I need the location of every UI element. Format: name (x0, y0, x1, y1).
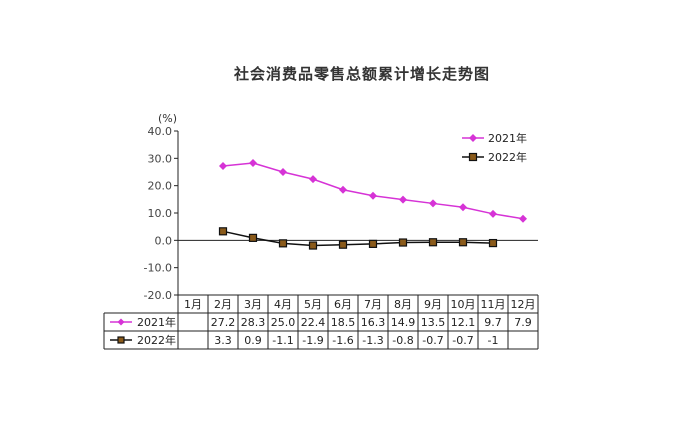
y-tick-label: 0.0 (155, 234, 173, 247)
data-point (249, 158, 257, 167)
x-tick-label: 10月 (451, 298, 476, 311)
data-point (369, 191, 377, 200)
axes: 40.0 30.0 20.0 10.0 0.0 -10.0 -20.0 (144, 125, 538, 302)
y-tick-label: -20.0 (144, 289, 172, 302)
series-line-1 (222, 162, 524, 220)
data-point (368, 239, 378, 248)
legend-marker (469, 134, 477, 142)
y-tick-label: 10.0 (148, 207, 173, 220)
data-label: -1 (488, 334, 499, 347)
data-point (488, 238, 498, 248)
data-label: 7.9 (514, 316, 532, 329)
data-label: -1.9 (302, 334, 323, 347)
data-label: 22.4 (301, 316, 326, 329)
data-point (308, 241, 318, 250)
data-label: 28.3 (241, 316, 266, 329)
table-series-key-marker (117, 318, 125, 326)
x-tick-label: 8月 (394, 298, 412, 311)
x-tick-label: 9月 (424, 298, 442, 311)
legend: 2021年 2022年 (462, 131, 527, 164)
chart-title: 社会消费品零售总额累计增长走势图 (233, 65, 490, 83)
data-point (399, 195, 407, 204)
x-tick-label: 1月 (184, 298, 202, 311)
table-series-key-marker (117, 336, 125, 344)
data-point (248, 233, 258, 242)
data-label: -0.7 (422, 334, 443, 347)
legend-label: 2022年 (488, 150, 527, 164)
data-label: 0.9 (244, 334, 262, 347)
y-axis-unit: (%) (158, 112, 177, 125)
x-tick-label: 12月 (511, 298, 536, 311)
x-tick-label: 5月 (304, 298, 322, 311)
data-point (398, 238, 408, 247)
data-label: -0.8 (392, 334, 413, 347)
y-tick-label: 20.0 (148, 180, 173, 193)
data-label: -1.1 (272, 334, 293, 347)
data-label: -0.7 (452, 334, 473, 347)
data-point (218, 227, 228, 236)
data-point (519, 214, 527, 223)
series-line-2 (222, 230, 494, 247)
y-tick-label: 40.0 (148, 125, 173, 138)
x-tick-label: 3月 (244, 298, 262, 311)
legend-label: 2021年 (488, 131, 527, 145)
data-label: -1.3 (362, 334, 383, 347)
legend-marker (468, 152, 478, 162)
x-tick-label: 7月 (364, 298, 382, 311)
data-point (459, 203, 467, 212)
y-tick-label: -10.0 (144, 262, 172, 275)
data-label: 9.7 (484, 316, 502, 329)
x-tick-label: 4月 (274, 298, 292, 311)
data-label: 25.0 (271, 316, 296, 329)
data-point (429, 199, 437, 208)
data-point (489, 209, 497, 218)
data-label: 12.1 (451, 316, 476, 329)
data-table: 1月 2月 3月 4月 5月 6月 7月 8月 9月 10月 11月 12月 (103, 294, 539, 350)
data-point (279, 168, 287, 176)
series-layer: 2021年 27.2 28.3 25.0 22.4 18.5 16.3 14.9 13.5 12.… (110, 158, 532, 347)
data-point (458, 238, 468, 247)
data-point (428, 238, 438, 247)
data-point (339, 185, 347, 194)
x-tick-label: 6月 (334, 298, 352, 311)
data-point (338, 240, 348, 249)
data-point (309, 175, 317, 184)
data-label: 18.5 (331, 316, 356, 329)
data-label: 14.9 (391, 316, 416, 329)
data-point (278, 239, 288, 248)
table-series-name: 2022年 (137, 333, 176, 347)
data-label: 16.3 (361, 316, 386, 329)
x-tick-label: 2月 (214, 298, 232, 311)
data-label: 27.2 (211, 316, 236, 329)
y-tick-label: 30.0 (148, 152, 173, 165)
data-label: -1.6 (332, 334, 353, 347)
data-label: 3.3 (214, 334, 232, 347)
x-tick-label: 11月 (481, 298, 506, 311)
data-label: 13.5 (421, 316, 446, 329)
data-point (219, 161, 227, 170)
table-series-name: 2021年 (137, 315, 176, 329)
